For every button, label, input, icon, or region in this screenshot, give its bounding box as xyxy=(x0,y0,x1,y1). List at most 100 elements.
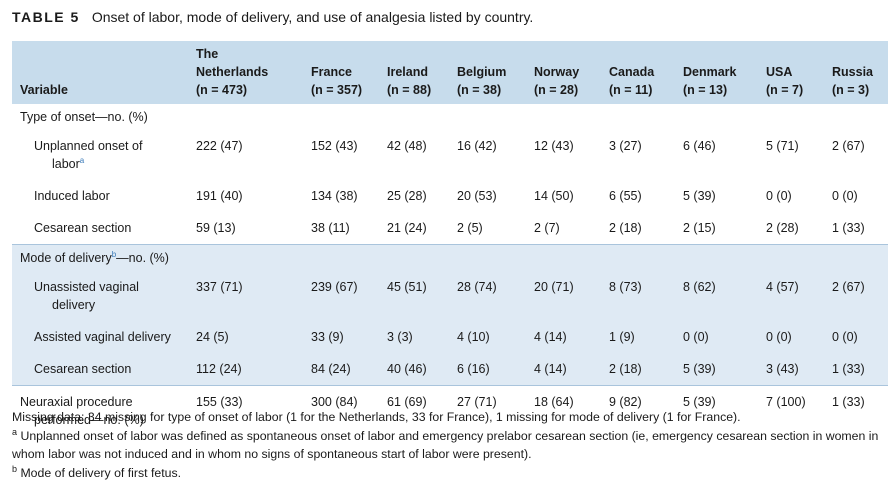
column-header-name: Variable xyxy=(20,83,68,97)
table-cell: 5 (39) xyxy=(683,189,716,203)
column-header-variable: Variable xyxy=(12,41,192,104)
table-cell: 18 (64) xyxy=(534,395,574,409)
column-header-name: Netherlands xyxy=(196,65,269,79)
row-label-line: Assisted vaginal delivery xyxy=(34,330,171,344)
column-header-name: Russia xyxy=(832,65,873,79)
table-cell: 6 (16) xyxy=(453,353,530,386)
table-cell: 59 (13) xyxy=(196,221,236,235)
table-cell: 3 (27) xyxy=(609,139,642,153)
column-header-n: (n = 3) xyxy=(832,83,870,97)
table-cell: 7 (100) xyxy=(766,395,806,409)
column-header-n: (n = 38) xyxy=(457,83,502,97)
table-cell: 9 (82) xyxy=(609,395,642,409)
table-row: Unassisted vaginal delivery 337 (71) 239 (6… xyxy=(12,271,888,321)
table-cell: 40 (46) xyxy=(383,353,453,386)
table-cell: 4 (14) xyxy=(530,353,605,386)
table-cell: 5 (39) xyxy=(683,395,716,409)
table-cell: 14 (50) xyxy=(534,189,574,203)
column-header-n: (n = 88) xyxy=(387,83,432,97)
footnote-b-text: Mode of delivery of first fetus. xyxy=(20,465,182,480)
footnote-b-mark: b xyxy=(12,463,18,474)
column-header-n: (n = 28) xyxy=(534,83,579,97)
column-header-name: The xyxy=(196,47,219,61)
column-header-name: Canada xyxy=(609,65,655,79)
footnote-marker: b xyxy=(111,249,117,259)
section-label-text: Mode of delivery xyxy=(20,251,112,265)
table-cell: 2 (67) xyxy=(828,271,888,321)
table-cell: 337 (71) xyxy=(192,271,307,321)
row-label: Unassisted vaginal delivery xyxy=(12,271,192,321)
table-cell: 25 (28) xyxy=(387,189,427,203)
table-row: Cesarean section 59 (13) 38 (11) 21 (24) 2 (… xyxy=(12,212,888,245)
column-header-ie: Ireland (n = 88) xyxy=(383,41,453,104)
row-label: Assisted vaginal delivery xyxy=(12,321,192,353)
column-header-no: Norway (n = 28) xyxy=(530,41,605,104)
row-label-line: performed—no. (%) xyxy=(34,413,144,427)
table-cell: 0 (0) xyxy=(828,321,888,353)
table-footnotes: Missing data: 34 missing for type of ons… xyxy=(12,408,886,482)
section-label: Mode of deliveryb—no. (%) xyxy=(12,244,888,271)
row-label: Induced labor xyxy=(12,180,192,212)
column-header-name: Norway xyxy=(534,65,580,79)
table-cell: 300 (84) xyxy=(311,395,358,409)
table-cell: 2 (5) xyxy=(457,221,483,235)
table-cell: 4 (14) xyxy=(530,321,605,353)
table-cell: 4 (10) xyxy=(453,321,530,353)
section-label-text: Type of onset—no. (%) xyxy=(20,110,148,124)
section-header-row: Mode of deliveryb—no. (%) xyxy=(12,244,888,271)
table-title: Onset of labor, mode of delivery, and us… xyxy=(91,9,534,25)
column-header-n: (n = 473) xyxy=(196,83,248,97)
table-cell: 222 (47) xyxy=(196,139,243,153)
table-cell: 2 (67) xyxy=(832,139,865,153)
table-cell: 155 (33) xyxy=(196,395,243,409)
footnote-missing: Missing data: 34 missing for type of ons… xyxy=(12,410,741,424)
table-cell: 21 (24) xyxy=(387,221,427,235)
table-caption: TABLE 5 Onset of labor, mode of delivery,… xyxy=(12,9,533,25)
table-cell: 2 (18) xyxy=(609,221,642,235)
table-cell: 84 (24) xyxy=(307,353,383,386)
table-cell: 42 (48) xyxy=(387,139,427,153)
table-row: Assisted vaginal delivery 24 (5) 33 (9) 3 (… xyxy=(12,321,888,353)
table-cell: 0 (0) xyxy=(762,321,828,353)
row-label: Unplanned onset of labora xyxy=(12,130,192,180)
footnote-a: a Unplanned onset of labor was defined a… xyxy=(12,427,886,464)
table-cell: 2 (18) xyxy=(605,353,679,386)
table-row-neuraxial: Neuraxial procedure performed—no. (%) 155 … xyxy=(12,386,888,437)
table-cell: 2 (15) xyxy=(683,221,716,235)
data-table: Variable The Netherlands (n = 473) France (n … xyxy=(12,41,888,436)
table-row: Unplanned onset of labora 222 (47) 152 (43)… xyxy=(12,130,888,180)
table-cell: 1 (33) xyxy=(828,353,888,386)
row-label-line: Induced labor xyxy=(34,189,110,203)
table-cell: 1 (33) xyxy=(832,221,865,235)
table-row: Cesarean section 112 (24) 84 (24) 40 (46) 6 … xyxy=(12,353,888,386)
table-cell: 20 (71) xyxy=(530,271,605,321)
row-label-line: Unassisted vaginal xyxy=(34,280,139,294)
column-header-name: USA xyxy=(766,65,793,79)
column-header-n: (n = 7) xyxy=(766,83,804,97)
row-label-line: Unplanned onset of xyxy=(34,139,143,153)
table-cell: 16 (42) xyxy=(457,139,497,153)
table-header: Variable The Netherlands (n = 473) France (n … xyxy=(12,41,888,104)
column-header-name: Denmark xyxy=(683,65,737,79)
table-cell: 0 (0) xyxy=(832,189,858,203)
table-cell: 24 (5) xyxy=(192,321,307,353)
table-cell: 61 (69) xyxy=(387,395,427,409)
table-cell: 5 (39) xyxy=(679,353,762,386)
table-cell: 2 (7) xyxy=(534,221,560,235)
column-header-n: (n = 13) xyxy=(683,83,728,97)
table-cell: 2 (28) xyxy=(766,221,799,235)
table-cell: 8 (73) xyxy=(605,271,679,321)
table-cell: 3 (43) xyxy=(762,353,828,386)
table-cell: 1 (9) xyxy=(605,321,679,353)
column-header-dk: Denmark (n = 13) xyxy=(679,41,762,104)
column-header-fr: France (n = 357) xyxy=(307,41,383,104)
table-cell: 5 (71) xyxy=(766,139,799,153)
table-cell: 239 (67) xyxy=(307,271,383,321)
table-cell: 4 (57) xyxy=(762,271,828,321)
row-label: Neuraxial procedure performed—no. (%) xyxy=(12,386,192,437)
table-cell: 28 (74) xyxy=(453,271,530,321)
table-cell: 112 (24) xyxy=(192,353,307,386)
footnote-marker: a xyxy=(79,155,85,165)
column-header-name: France xyxy=(311,65,352,79)
